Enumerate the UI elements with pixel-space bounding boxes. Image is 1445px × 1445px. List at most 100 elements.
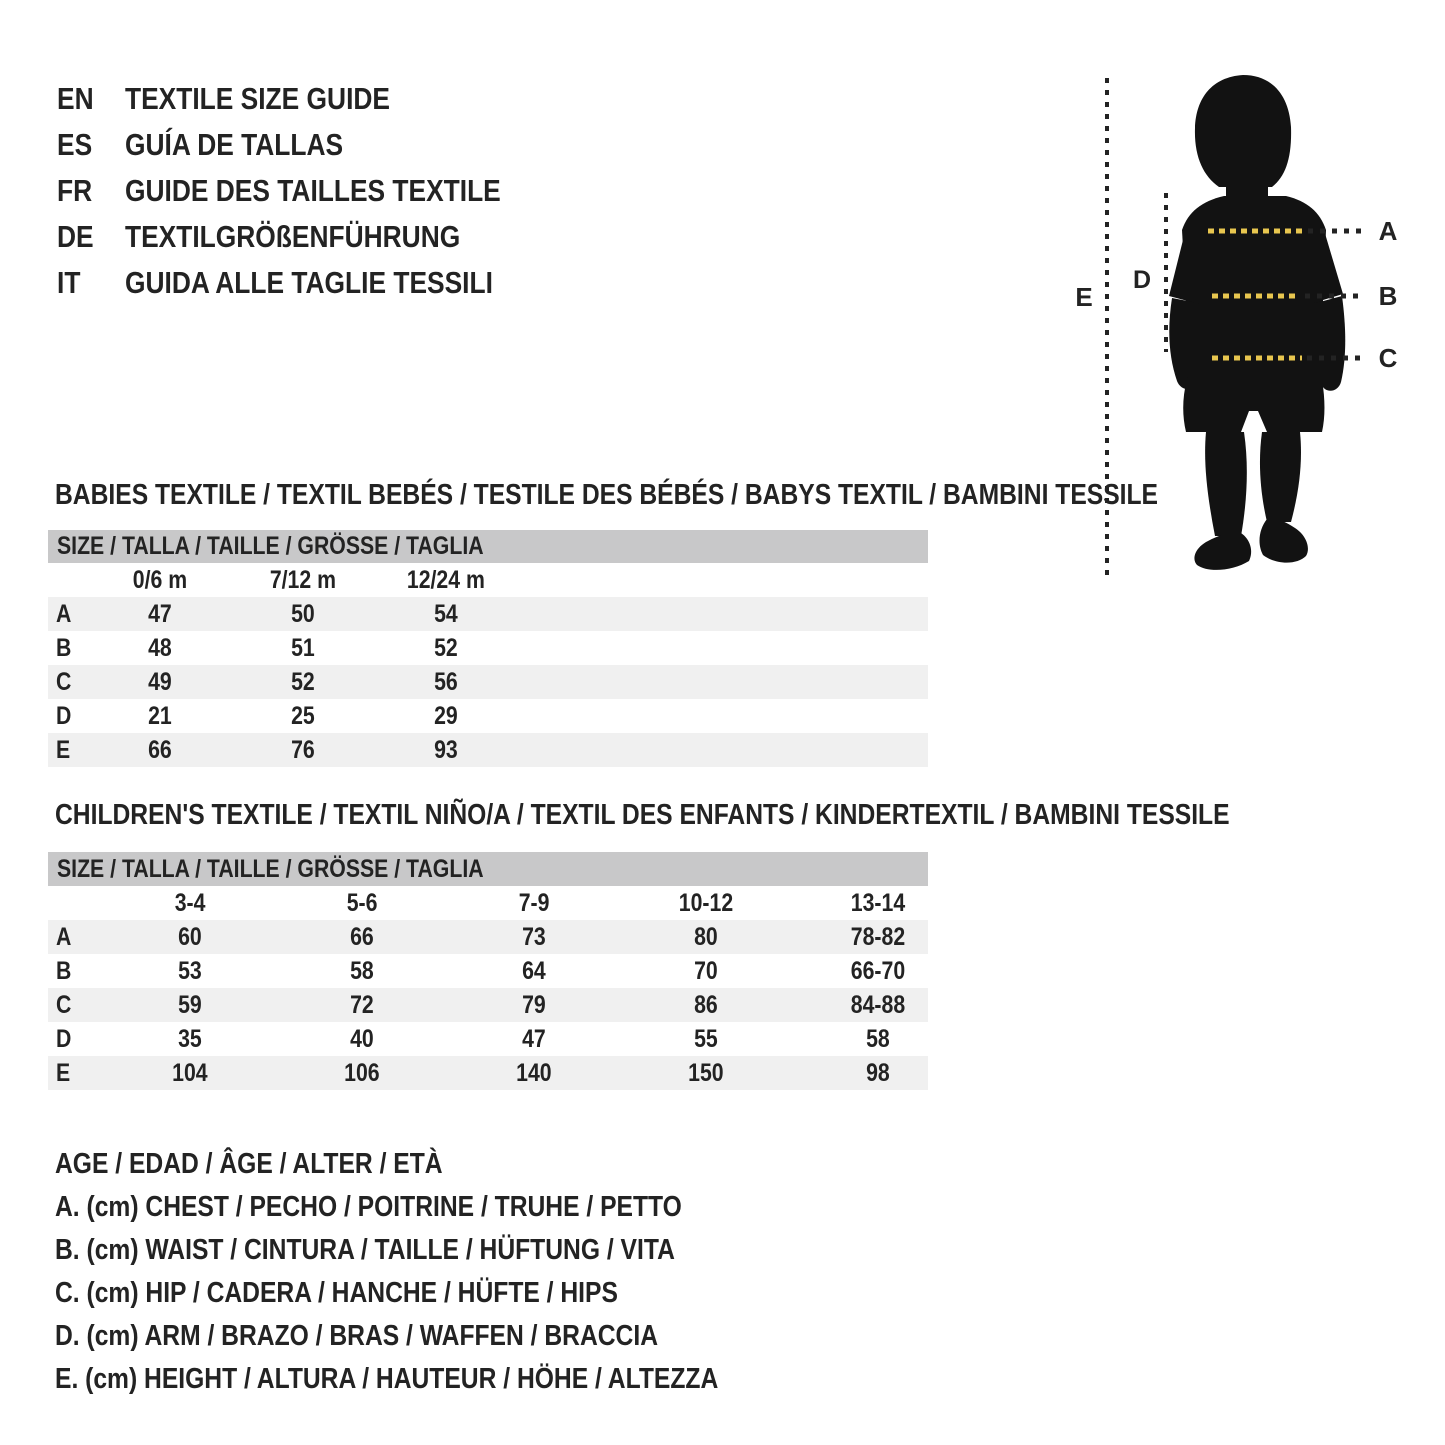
table-row: D 21 25 29 — [48, 699, 928, 733]
row-label: A — [56, 600, 72, 628]
table-cell: 55 — [694, 1025, 718, 1053]
title-row-fr: FR GUIDE DES TAILLES TEXTILE — [57, 168, 567, 214]
label-E: E — [1075, 282, 1092, 312]
children-column-header-row: 3-4 5-6 7-9 10-12 13-14 — [48, 886, 928, 920]
table-row: B 48 51 52 — [48, 631, 928, 665]
table-cell: 79 — [522, 991, 546, 1019]
table-cell: 66 — [148, 736, 172, 764]
table-row: A 60 66 73 80 78-82 — [48, 920, 928, 954]
title-row-es: ES GUÍA DE TALLAS — [57, 122, 567, 168]
label-A: A — [1379, 216, 1398, 246]
table-cell: 53 — [178, 957, 202, 985]
table-cell: 47 — [522, 1025, 546, 1053]
label-C: C — [1379, 343, 1398, 373]
title-text: GUIDA ALLE TAGLIE TESSILI — [125, 265, 493, 300]
children-size-header-bar: SIZE / TALLA / TAILLE / GRÖSSE / TAGLIA — [48, 852, 928, 886]
table-cell: 72 — [350, 991, 374, 1019]
title-text: GUÍA DE TALLAS — [125, 127, 344, 162]
table-cell: 50 — [291, 600, 315, 628]
title-row-en: EN TEXTILE SIZE GUIDE — [57, 76, 567, 122]
row-label: C — [56, 991, 72, 1019]
lang-code: IT — [57, 265, 81, 300]
table-cell: 29 — [434, 702, 458, 730]
row-label: E — [56, 1059, 71, 1087]
table-cell: 52 — [291, 668, 315, 696]
table-cell: 58 — [866, 1025, 890, 1053]
table-cell: 56 — [434, 668, 458, 696]
table-row: C 49 52 56 — [48, 665, 928, 699]
babies-size-header-bar: SIZE / TALLA / TAILLE / GRÖSSE / TAGLIA — [48, 530, 928, 563]
table-cell: 106 — [344, 1059, 380, 1087]
column-header: 7/12 m — [269, 566, 337, 594]
legend-chest: A. (cm) CHEST / PECHO / POITRINE / TRUHE… — [55, 1191, 682, 1223]
label-D: D — [1133, 266, 1151, 294]
table-cell: 80 — [694, 923, 718, 951]
title-text: TEXTILGRÖßENFÜHRUNG — [125, 219, 461, 254]
label-B: B — [1379, 281, 1398, 311]
language-title-block: EN TEXTILE SIZE GUIDE ES GUÍA DE TALLAS … — [57, 76, 567, 306]
column-header: 7-9 — [518, 889, 550, 917]
table-cell: 84-88 — [850, 991, 906, 1019]
legend-arm: D. (cm) ARM / BRAZO / BRAS / WAFFEN / BR… — [55, 1320, 659, 1352]
legend-age: AGE / EDAD / ÂGE / ALTER / ETÀ — [55, 1148, 443, 1180]
row-label: C — [56, 668, 72, 696]
column-header: 0/6 m — [132, 566, 188, 594]
table-cell: 140 — [516, 1059, 552, 1087]
title-row-it: IT GUIDA ALLE TAGLIE TESSILI — [57, 260, 567, 306]
column-header: 5-6 — [346, 889, 378, 917]
table-cell: 59 — [178, 991, 202, 1019]
lang-code: ES — [57, 127, 93, 162]
table-row: B 53 58 64 70 66-70 — [48, 954, 928, 988]
table-cell: 35 — [178, 1025, 202, 1053]
table-cell: 76 — [291, 736, 315, 764]
title-text: TEXTILE SIZE GUIDE — [125, 81, 391, 116]
children-section-title: CHILDREN'S TEXTILE / TEXTIL NIÑO/A / TEX… — [55, 799, 1230, 831]
table-cell: 58 — [350, 957, 374, 985]
table-cell: 73 — [522, 923, 546, 951]
table-cell: 86 — [694, 991, 718, 1019]
table-cell: 48 — [148, 634, 172, 662]
table-row: E 66 76 93 — [48, 733, 928, 767]
table-row: E 104 106 140 150 98 — [48, 1056, 928, 1090]
row-label: B — [56, 634, 72, 662]
row-label: E — [56, 736, 71, 764]
title-row-de: DE TEXTILGRÖßENFÜHRUNG — [57, 214, 567, 260]
column-header: 13-14 — [850, 889, 906, 917]
table-cell: 52 — [434, 634, 458, 662]
babies-section-title: BABIES TEXTILE / TEXTIL BEBÉS / TESTILE … — [55, 479, 1159, 511]
table-cell: 70 — [694, 957, 718, 985]
children-size-table: SIZE / TALLA / TAILLE / GRÖSSE / TAGLIA … — [48, 852, 928, 1090]
lang-code: FR — [57, 173, 93, 208]
table-cell: 93 — [434, 736, 458, 764]
babies-size-table: SIZE / TALLA / TAILLE / GRÖSSE / TAGLIA … — [48, 530, 928, 767]
column-header: 12/24 m — [407, 566, 485, 594]
table-row: C 59 72 79 86 84-88 — [48, 988, 928, 1022]
lang-code: EN — [57, 81, 94, 116]
table-row: A 47 50 54 — [48, 597, 928, 631]
legend-hip: C. (cm) HIP / CADERA / HANCHE / HÜFTE / … — [55, 1277, 618, 1309]
table-cell: 25 — [291, 702, 315, 730]
table-cell: 54 — [434, 600, 458, 628]
table-cell: 66-70 — [850, 957, 906, 985]
table-row: D 35 40 47 55 58 — [48, 1022, 928, 1056]
table-cell: 150 — [688, 1059, 724, 1087]
legend-height: E. (cm) HEIGHT / ALTURA / HAUTEUR / HÖHE… — [55, 1363, 719, 1395]
table-cell: 47 — [148, 600, 172, 628]
legend-waist: B. (cm) WAIST / CINTURA / TAILLE / HÜFTU… — [55, 1234, 675, 1266]
table-cell: 51 — [291, 634, 315, 662]
column-header: 3-4 — [174, 889, 206, 917]
table-cell: 78-82 — [850, 923, 906, 951]
lang-code: DE — [57, 219, 94, 254]
table-cell: 40 — [350, 1025, 374, 1053]
row-label: D — [56, 1025, 72, 1053]
table-cell: 49 — [148, 668, 172, 696]
row-label: D — [56, 702, 72, 730]
measurement-legend: AGE / EDAD / ÂGE / ALTER / ETÀ A. (cm) C… — [55, 1143, 835, 1401]
row-label: B — [56, 957, 72, 985]
table-cell: 104 — [172, 1059, 208, 1087]
table-cell: 64 — [522, 957, 546, 985]
babies-column-header-row: 0/6 m 7/12 m 12/24 m — [48, 563, 928, 597]
table-cell: 66 — [350, 923, 374, 951]
title-text: GUIDE DES TAILLES TEXTILE — [125, 173, 501, 208]
